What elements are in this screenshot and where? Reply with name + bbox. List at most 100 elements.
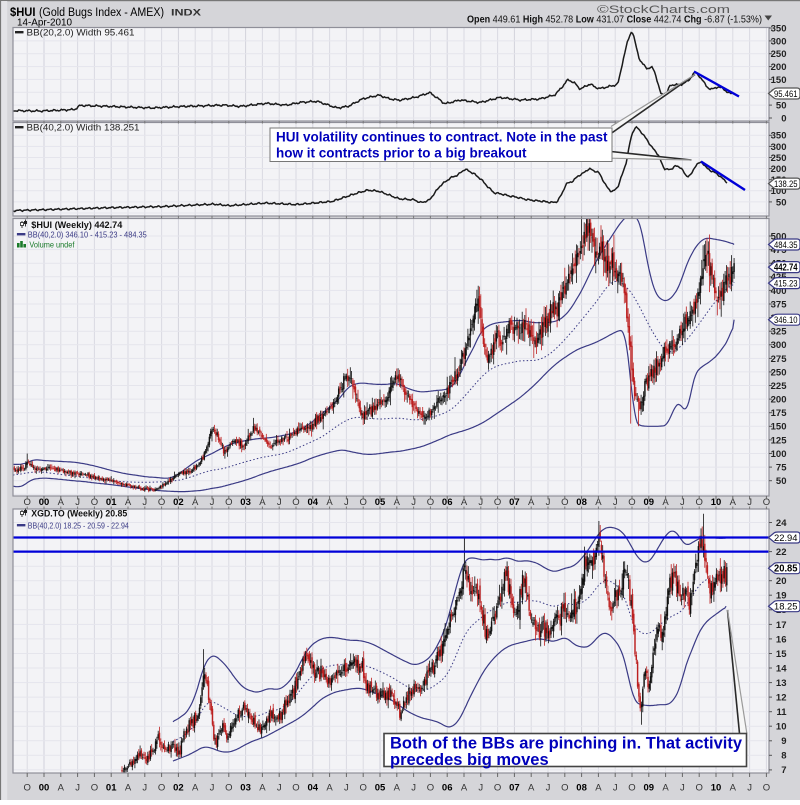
svg-text:A: A xyxy=(662,783,669,794)
svg-text:16: 16 xyxy=(776,634,787,645)
svg-text:22: 22 xyxy=(776,547,787,558)
svg-text:346.10: 346.10 xyxy=(774,315,798,326)
svg-text:J: J xyxy=(478,783,483,794)
svg-text:BB(20,2.0) Width 95.461: BB(20,2.0) Width 95.461 xyxy=(27,28,135,38)
svg-text:22.94: 22.94 xyxy=(774,533,798,544)
svg-text:J: J xyxy=(411,783,416,794)
svg-text:200: 200 xyxy=(771,164,787,175)
svg-text:350: 350 xyxy=(771,23,787,34)
svg-text:08: 08 xyxy=(576,497,587,508)
svg-text:A: A xyxy=(326,497,333,508)
svg-text:250: 250 xyxy=(771,49,787,60)
svg-text:O: O xyxy=(494,497,501,508)
svg-text:0: 0 xyxy=(781,113,786,124)
svg-text:24: 24 xyxy=(776,518,787,529)
svg-text:A: A xyxy=(326,783,333,794)
svg-text:A: A xyxy=(58,497,65,508)
svg-text:J: J xyxy=(277,497,282,508)
svg-text:A: A xyxy=(528,497,535,508)
svg-text:O: O xyxy=(628,497,635,508)
svg-text:02: 02 xyxy=(173,497,184,508)
svg-text:O: O xyxy=(561,783,568,794)
svg-text:Open 449.61 High 452.78 Low 43: Open 449.61 High 452.78 Low 431.07 Close… xyxy=(467,14,762,26)
svg-text:A: A xyxy=(461,783,468,794)
svg-text:19: 19 xyxy=(776,591,787,602)
svg-text:O: O xyxy=(360,497,367,508)
svg-text:J: J xyxy=(546,783,551,794)
svg-text:A: A xyxy=(192,497,199,508)
svg-text:06: 06 xyxy=(442,783,453,794)
svg-text:A: A xyxy=(125,783,132,794)
svg-text:A: A xyxy=(528,783,535,794)
svg-text:07: 07 xyxy=(509,497,520,508)
svg-text:A: A xyxy=(394,783,401,794)
svg-text:18.25: 18.25 xyxy=(774,602,798,613)
svg-text:J: J xyxy=(478,497,483,508)
svg-text:A: A xyxy=(125,497,132,508)
svg-text:O: O xyxy=(158,783,165,794)
svg-text:O: O xyxy=(91,783,98,794)
svg-text:03: 03 xyxy=(240,497,251,508)
svg-text:A: A xyxy=(58,783,65,794)
svg-text:05: 05 xyxy=(375,497,386,508)
svg-text:500: 500 xyxy=(771,231,787,242)
svg-text:Both of the BBs are pinching i: Both of the BBs are pinching in. That ac… xyxy=(390,735,743,753)
svg-text:50: 50 xyxy=(776,476,787,487)
svg-text:300: 300 xyxy=(771,340,787,351)
svg-text:(Gold Bugs Index - AMEX): (Gold Bugs Index - AMEX) xyxy=(39,7,164,19)
svg-text:A: A xyxy=(461,497,468,508)
svg-text:INDX: INDX xyxy=(171,8,202,19)
svg-text:10: 10 xyxy=(776,722,787,733)
svg-text:©StockCharts.com: ©StockCharts.com xyxy=(597,4,730,16)
svg-text:how it contracts prior to a bi: how it contracts prior to a big breakout xyxy=(276,146,527,161)
svg-text:04: 04 xyxy=(308,497,319,508)
svg-text:A: A xyxy=(662,497,669,508)
svg-text:Volume undef: Volume undef xyxy=(29,240,75,249)
svg-text:14-Apr-2010: 14-Apr-2010 xyxy=(17,18,72,29)
svg-text:03: 03 xyxy=(240,783,251,794)
svg-text:J: J xyxy=(546,497,551,508)
svg-text:J: J xyxy=(613,497,618,508)
svg-text:J: J xyxy=(75,497,80,508)
svg-text:138.25: 138.25 xyxy=(774,179,798,190)
svg-text:05: 05 xyxy=(375,783,386,794)
svg-text:A: A xyxy=(595,497,602,508)
svg-text:J: J xyxy=(613,783,618,794)
svg-text:484.35: 484.35 xyxy=(774,240,798,251)
svg-text:J: J xyxy=(344,783,349,794)
svg-text:07: 07 xyxy=(509,783,520,794)
svg-text:O: O xyxy=(427,783,434,794)
svg-text:10: 10 xyxy=(711,783,722,794)
svg-text:15: 15 xyxy=(776,649,787,660)
svg-text:75: 75 xyxy=(776,463,787,474)
svg-text:precedes big moves: precedes big moves xyxy=(390,751,549,769)
svg-text:325: 325 xyxy=(771,327,788,338)
svg-text:09: 09 xyxy=(644,497,655,508)
svg-text:10: 10 xyxy=(711,497,722,508)
svg-text:300: 300 xyxy=(771,142,787,153)
svg-text:J: J xyxy=(747,783,752,794)
svg-text:O: O xyxy=(696,783,703,794)
svg-text:A: A xyxy=(730,783,737,794)
svg-text:442.74: 442.74 xyxy=(774,262,798,273)
svg-text:100: 100 xyxy=(771,186,787,197)
svg-text:7: 7 xyxy=(781,765,786,776)
svg-text:J: J xyxy=(747,497,752,508)
svg-text:BB(40,2.0) Width 138.251: BB(40,2.0) Width 138.251 xyxy=(27,123,140,133)
svg-text:150: 150 xyxy=(771,75,787,86)
svg-text:O: O xyxy=(494,783,501,794)
svg-text:13: 13 xyxy=(776,678,787,689)
svg-text:20: 20 xyxy=(776,576,787,587)
svg-text:O: O xyxy=(225,783,232,794)
svg-text:250: 250 xyxy=(771,153,787,164)
svg-text:A: A xyxy=(595,783,602,794)
svg-text:150: 150 xyxy=(771,422,787,433)
svg-text:400: 400 xyxy=(771,286,787,297)
svg-text:J: J xyxy=(142,497,147,508)
svg-text:O: O xyxy=(696,497,703,508)
svg-text:00: 00 xyxy=(39,497,50,508)
svg-text:J: J xyxy=(680,497,685,508)
svg-text:J: J xyxy=(142,783,147,794)
svg-text:O: O xyxy=(427,497,434,508)
svg-text:50: 50 xyxy=(776,101,787,112)
